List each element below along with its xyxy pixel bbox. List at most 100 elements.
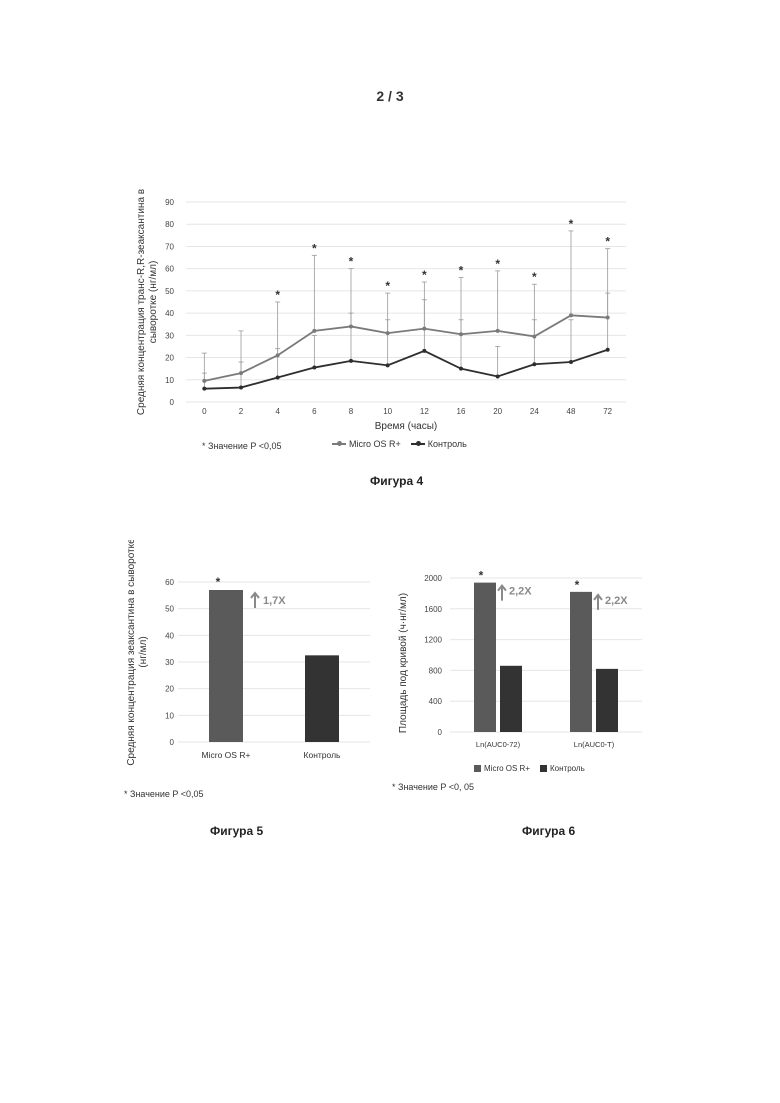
legend-label-bar-a: Micro OS R+	[484, 764, 530, 773]
y-tick-label: 20	[165, 685, 174, 694]
legend-item-series-b: Контроль	[411, 439, 467, 449]
data-point	[239, 386, 243, 390]
fig6-legend: Micro OS R+ Контроль	[474, 764, 595, 773]
x-tick-label: 6	[312, 407, 317, 416]
fig6-significance-note: * Значение P <0, 05	[392, 782, 474, 792]
y-tick-label: 60	[165, 265, 174, 274]
significance-star: *	[459, 264, 464, 278]
figure-5-bar-chart: 0102030405060Средняя концентрация зеакса…	[120, 540, 380, 770]
x-tick-label: Micro OS R+	[202, 750, 251, 760]
data-point	[312, 366, 316, 370]
y-tick-label: 0	[438, 728, 443, 737]
y-tick-label: 90	[165, 198, 174, 207]
data-point	[569, 360, 573, 364]
y-tick-label: 1200	[424, 636, 442, 645]
significance-star: *	[216, 575, 221, 589]
y-tick-label: 40	[165, 309, 174, 318]
bar	[500, 666, 522, 732]
y-axis-title-line: сыворотке (нг/мл)	[148, 261, 159, 344]
y-tick-label: 400	[429, 697, 443, 706]
data-point	[349, 359, 353, 363]
x-tick-label: Контроль	[304, 750, 341, 760]
x-axis-title: Время (часы)	[375, 421, 437, 432]
data-point	[532, 362, 536, 366]
data-point	[312, 329, 316, 333]
bar	[209, 590, 243, 742]
increase-arrow-icon	[251, 593, 259, 608]
y-tick-label: 800	[429, 666, 443, 675]
significance-star: *	[569, 217, 574, 231]
y-axis-title-line: Средняя концентрация зеаксантина в сывор…	[126, 540, 137, 766]
fig5-caption: Фигура 5	[210, 824, 263, 838]
significance-star: *	[275, 288, 280, 302]
x-tick-label: 20	[493, 407, 502, 416]
y-tick-label: 30	[165, 658, 174, 667]
y-tick-label: 0	[170, 738, 175, 747]
legend-item-bar-a: Micro OS R+	[474, 764, 530, 773]
data-point	[532, 334, 536, 338]
significance-star: *	[349, 255, 354, 269]
data-point	[496, 374, 500, 378]
bar	[596, 669, 618, 732]
y-tick-label: 20	[165, 354, 174, 363]
data-point	[422, 349, 426, 353]
data-point	[606, 316, 610, 320]
series-line	[204, 350, 607, 389]
x-tick-label: 72	[603, 407, 612, 416]
y-tick-label: 60	[165, 578, 174, 587]
data-point	[386, 331, 390, 335]
x-tick-label: 2	[239, 407, 244, 416]
legend-item-bar-b: Контроль	[540, 764, 585, 773]
y-tick-label: 0	[170, 398, 175, 407]
page-number: 2 / 3	[0, 88, 780, 104]
data-point	[386, 363, 390, 367]
fig4-caption: Фигура 4	[370, 474, 423, 488]
data-point	[202, 387, 206, 391]
x-tick-label: Ln(AUC0-72)	[476, 740, 521, 749]
y-axis-title-line: (нг/мл)	[138, 636, 149, 667]
y-tick-label: 70	[165, 242, 174, 251]
x-tick-label: 4	[275, 407, 280, 416]
data-point	[276, 376, 280, 380]
fold-change-label: 2,2X	[605, 595, 628, 607]
bar	[474, 583, 496, 732]
y-axis-title-line: Средняя концентрация транс-R,R-зеаксанти…	[136, 189, 147, 415]
significance-star: *	[479, 569, 484, 583]
data-point	[276, 353, 280, 357]
x-tick-label: 0	[202, 407, 207, 416]
significance-star: *	[532, 270, 537, 284]
x-tick-label: 10	[383, 407, 392, 416]
series-line	[204, 315, 607, 381]
x-tick-label: Ln(AUC0-T)	[574, 740, 615, 749]
data-point	[459, 332, 463, 336]
y-tick-label: 10	[165, 376, 174, 385]
significance-star: *	[605, 235, 610, 249]
y-tick-label: 1600	[424, 605, 442, 614]
fig4-legend: Micro OS R+ Контроль	[332, 439, 477, 449]
fig4-significance-note: * Значение P <0,05	[202, 441, 282, 451]
data-point	[569, 313, 573, 317]
data-point	[422, 327, 426, 331]
x-tick-label: 8	[349, 407, 354, 416]
fig6-caption: Фигура 6	[522, 824, 575, 838]
increase-arrow-icon	[498, 586, 506, 601]
significance-star: *	[312, 241, 317, 255]
legend-label-series-a: Micro OS R+	[349, 439, 401, 449]
data-point	[459, 367, 463, 371]
bar	[570, 592, 592, 732]
y-tick-label: 50	[165, 605, 174, 614]
x-tick-label: 48	[567, 407, 576, 416]
figure-4-line-chart: 01020304050607080900246810121620244872Вр…	[130, 180, 650, 440]
y-tick-label: 50	[165, 287, 174, 296]
fold-change-label: 1,7X	[263, 595, 286, 607]
increase-arrow-icon	[594, 595, 602, 610]
x-tick-label: 16	[457, 407, 466, 416]
data-point	[202, 379, 206, 383]
significance-star: *	[422, 268, 427, 282]
y-axis-title: Площадь под кривой (ч·нг/мл)	[398, 593, 409, 733]
significance-star: *	[575, 578, 580, 592]
figure-6-bar-chart: 0400800120016002000Площадь под кривой (ч…	[392, 560, 652, 760]
significance-star: *	[385, 279, 390, 293]
data-point	[496, 329, 500, 333]
y-tick-label: 40	[165, 631, 174, 640]
